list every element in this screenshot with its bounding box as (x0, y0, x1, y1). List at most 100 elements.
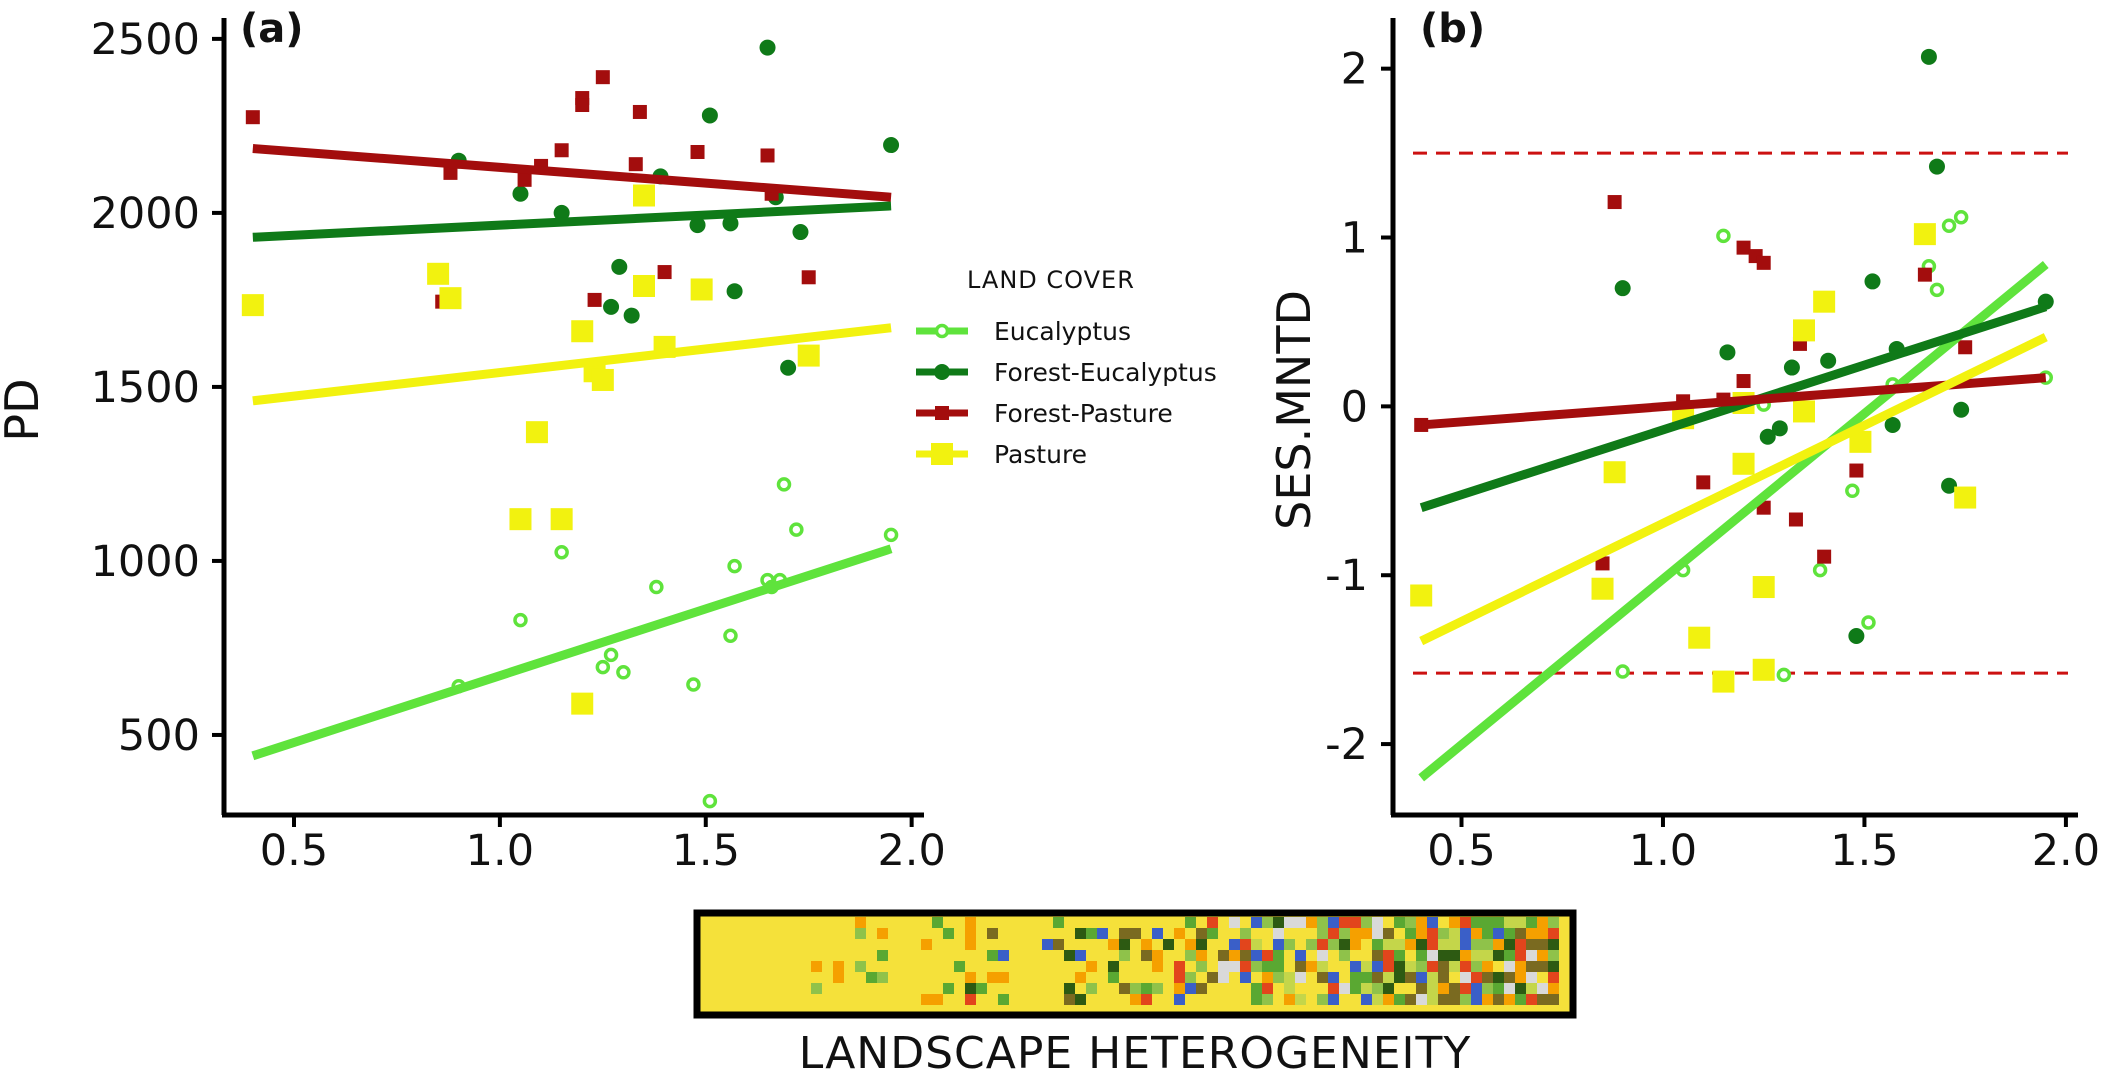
pasture-point (571, 692, 594, 715)
forest-pasture-point (1595, 556, 1610, 571)
landscape-cell (1504, 994, 1515, 1005)
forest-pasture-point (443, 165, 458, 180)
y-tick-label: -2 (1325, 720, 1368, 770)
landscape-cell (1251, 983, 1262, 994)
eucalyptus-fit-line (251, 544, 893, 761)
pasture-fit-line (1419, 333, 2048, 646)
landscape-cell (1064, 994, 1075, 1005)
x-tick-label: 0.5 (1427, 826, 1495, 876)
landscape-cell (1372, 994, 1383, 1005)
y-tick-label: 1000 (91, 537, 200, 587)
landscape-cell (1526, 939, 1537, 950)
landscape-cell (855, 928, 866, 939)
pasture-point (591, 368, 614, 391)
landscape-cell (1383, 983, 1394, 994)
landscape-cell (1284, 972, 1295, 983)
landscape-cell (1394, 961, 1405, 972)
legend-swatch-marker (935, 406, 949, 420)
landscape-cell (1174, 961, 1185, 972)
landscape-cell (965, 983, 976, 994)
forest-pasture-point (760, 148, 775, 163)
landscape-cell (1471, 972, 1482, 983)
panel-a-label: (a) (240, 6, 304, 52)
pasture-point (525, 421, 548, 444)
pasture-point (633, 184, 655, 207)
landscape-cell (1416, 994, 1427, 1005)
landscape-cell (1141, 994, 1152, 1005)
landscape-cell (1196, 983, 1207, 994)
landscape-cell (1548, 961, 1559, 972)
landscape-cell (987, 928, 998, 939)
forest-eucalyptus-point (689, 217, 706, 234)
landscape-cell (1504, 961, 1515, 972)
landscape-cell (1427, 939, 1438, 950)
landscape-cell (1053, 939, 1064, 950)
eucalyptus-point (513, 612, 528, 628)
x-tick-label: 2.0 (2032, 826, 2100, 876)
forest-pasture-point (245, 110, 260, 125)
landscape-cell (1075, 928, 1086, 939)
landscape-cell (1493, 939, 1504, 950)
pasture-point (1603, 461, 1626, 484)
pasture-point (1410, 584, 1433, 607)
forest-eucalyptus-point (1783, 359, 1800, 376)
landscape-cell (1383, 994, 1394, 1005)
pasture-point (1712, 670, 1735, 693)
forest-pasture-point (628, 157, 643, 172)
pasture-point (439, 287, 462, 310)
landscape-cell (1482, 917, 1493, 928)
landscape-cell (1515, 994, 1526, 1005)
legend-item-eucalyptus: Eucalyptus (916, 317, 1131, 346)
forest-eucalyptus-point (722, 215, 739, 232)
forest-eucalyptus-point (1614, 280, 1631, 297)
landscape-cell (965, 928, 976, 939)
landscape-cell (1119, 939, 1130, 950)
legend-swatch-marker (931, 443, 953, 465)
forest-pasture-point (587, 292, 602, 307)
x-tick-label: 1.5 (672, 826, 740, 876)
legend-title: LAND COVER (967, 266, 1135, 294)
landscape-cell (1328, 917, 1339, 928)
landscape-cell (1141, 939, 1152, 950)
landscape-cell (1537, 917, 1548, 928)
landscape-cell (1339, 939, 1350, 950)
forest-eucalyptus-point (1820, 352, 1837, 369)
pasture-point (1954, 486, 1977, 509)
landscape-cell (1504, 928, 1515, 939)
landscape-cell (1229, 917, 1240, 928)
y-tick-label: 2 (1341, 45, 1368, 95)
landscape-cell (1471, 939, 1482, 950)
landscape-cell (1482, 950, 1493, 961)
landscape-cell (1482, 961, 1493, 972)
landscape-cell (1526, 917, 1537, 928)
forest-pasture-point (1696, 475, 1711, 490)
landscape-cell (932, 917, 943, 928)
landscape-cell (1284, 917, 1295, 928)
landscape-cell (1394, 972, 1405, 983)
landscape-cell (1108, 939, 1119, 950)
pasture-point (509, 508, 532, 531)
landscape-cell (1152, 928, 1163, 939)
landscape-cell (1460, 961, 1471, 972)
landscape-cell (1350, 983, 1361, 994)
landscape-cell (1526, 994, 1537, 1005)
landscape-cell (1405, 994, 1416, 1005)
landscape-cell (1284, 994, 1295, 1005)
forest-pasture-point (575, 98, 590, 113)
landscape-cell (1174, 994, 1185, 1005)
panel-b: (b) SES.MNTD 0.5 1.0 1.5 2.0 -2 -1 0 1 2 (1267, 6, 2100, 876)
legend-label: Forest-Eucalyptus (994, 358, 1217, 387)
landscape-cell (1141, 983, 1152, 994)
landscape-cell (1218, 972, 1229, 983)
pasture-point (571, 320, 594, 343)
landscape-strip-cells (811, 917, 1559, 1005)
landscape-cell (1427, 950, 1438, 961)
landscape-cell (1218, 950, 1229, 961)
landscape-cell (866, 972, 877, 983)
landscape-cell (1427, 994, 1438, 1005)
landscape-cell (1383, 961, 1394, 972)
panel-b-plot-area (1410, 48, 2068, 782)
forest-pasture-point (1788, 512, 1803, 527)
landscape-cell (1086, 983, 1097, 994)
